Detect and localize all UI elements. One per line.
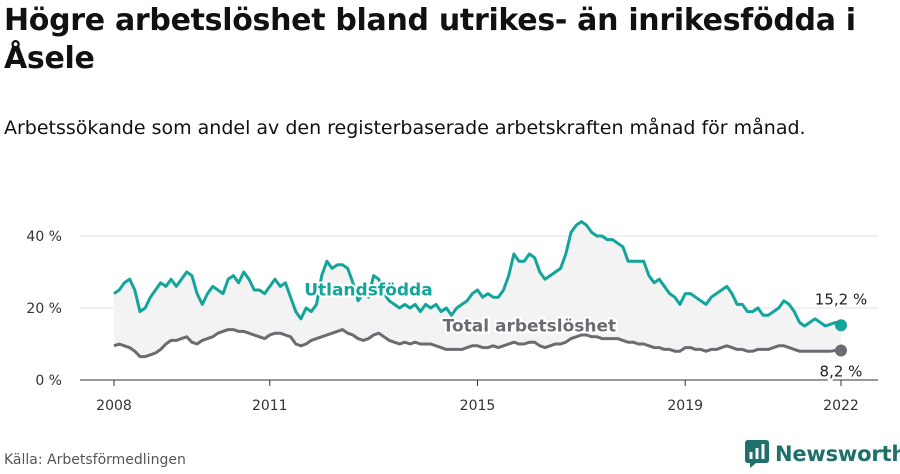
series-lines [113, 220, 847, 359]
series-line-utlandsfodda [113, 220, 842, 328]
chart-title: Högre arbetslöshet bland utrikes- än inr… [4, 3, 856, 76]
x-tick-label: 2019 [667, 398, 703, 414]
axes: 0 % 20 % 40 % 2008 2011 2015 2019 2022 [26, 229, 878, 414]
series-end-label: 15,2 % [815, 290, 867, 308]
series-inline-label: Total arbetslöshet [443, 316, 617, 336]
series-line-total [113, 328, 841, 359]
x-tick-label: 2008 [96, 398, 132, 414]
brand-logo[interactable]: Newsworthy [745, 440, 900, 468]
series-end-point [835, 344, 847, 357]
source-note: Källa: Arbetsförmedlingen [4, 452, 186, 468]
newsworthy-logo-icon [745, 440, 769, 468]
x-tick-label: 2022 [823, 398, 859, 414]
x-tick-label: 2015 [460, 398, 496, 414]
y-tick-label: 0 % [35, 373, 62, 389]
series-gap-band [114, 221, 841, 357]
y-tick-label: 20 % [26, 301, 62, 317]
series-end-point [835, 319, 847, 332]
series-labels: Utlandsfödda Total arbetslöshet 15,2 % 8,2 … [302, 278, 869, 382]
brand-name: Newsworthy [775, 442, 900, 466]
series-inline-label: Utlandsfödda [304, 280, 433, 300]
chart-subtitle: Arbetssökande som andel av den registerb… [4, 117, 806, 139]
y-tick-label: 40 % [26, 229, 62, 245]
series-end-label: 8,2 % [820, 362, 863, 380]
x-tick-label: 2011 [252, 398, 288, 414]
